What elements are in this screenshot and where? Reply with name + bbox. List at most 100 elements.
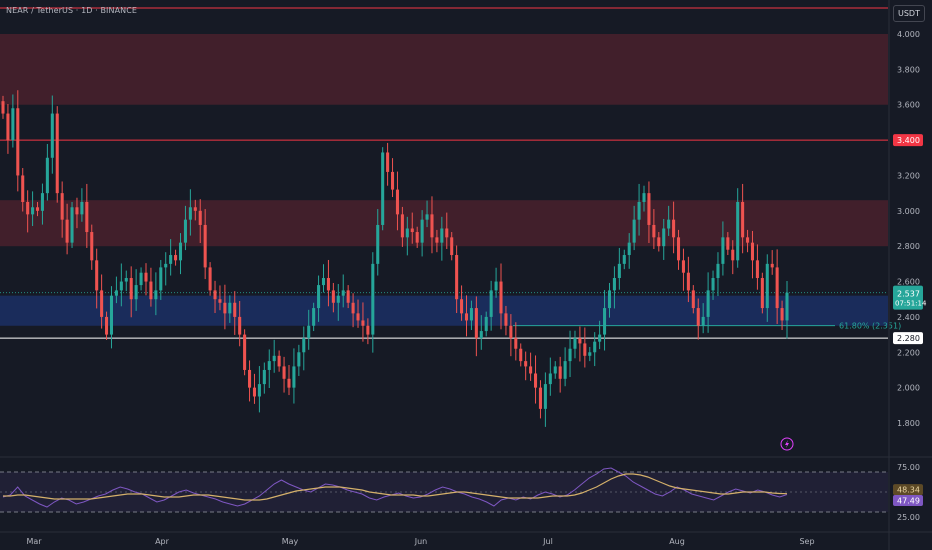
- candle-body: [598, 334, 602, 342]
- candle: [617, 247, 621, 290]
- rsi-ma-badge: 48.34: [893, 484, 923, 496]
- candle: [499, 263, 503, 330]
- candle: [667, 205, 671, 236]
- candle: [524, 351, 528, 381]
- candle-body: [233, 302, 237, 317]
- rsi-value-badge-text: 47.49: [897, 497, 920, 506]
- candle: [11, 94, 15, 148]
- candle-body: [400, 214, 404, 238]
- candle: [267, 349, 271, 388]
- candle: [326, 259, 330, 307]
- candle-body: [642, 193, 646, 202]
- candle-body: [90, 232, 94, 261]
- currency-button[interactable]: USDT: [893, 5, 925, 22]
- rsi-value-badge-bg: [893, 495, 923, 507]
- candle-body: [662, 228, 666, 247]
- candle: [425, 200, 429, 228]
- candle: [775, 249, 779, 324]
- price-tick-label: 2.600: [897, 278, 920, 287]
- candle-body: [696, 308, 700, 326]
- candle: [198, 199, 202, 243]
- candle: [188, 189, 192, 236]
- candle-body: [80, 201, 84, 215]
- candle: [716, 252, 720, 297]
- candle: [780, 300, 784, 330]
- demand-zone: [0, 295, 888, 326]
- candle: [100, 274, 104, 329]
- candle: [711, 270, 715, 300]
- candle-body: [174, 255, 178, 261]
- candle: [578, 326, 582, 362]
- candle-body: [272, 355, 276, 362]
- candle-body: [331, 290, 335, 303]
- candle: [297, 344, 301, 376]
- support-price-badge-bg: [893, 332, 923, 345]
- candle: [331, 282, 335, 313]
- candle: [593, 332, 597, 367]
- candle: [321, 264, 326, 293]
- candle-body: [464, 313, 469, 321]
- candle-body: [489, 290, 493, 317]
- candle: [248, 360, 252, 402]
- time-tick-label: Mar: [26, 537, 42, 546]
- candle-body: [410, 228, 414, 233]
- candle-body: [484, 316, 488, 332]
- last-price-badge-text: 2.537: [897, 290, 920, 299]
- resistance-price-badge-bg: [893, 134, 923, 147]
- price-tick-label: 2.800: [897, 242, 920, 251]
- candle: [622, 249, 626, 270]
- candle: [464, 295, 469, 337]
- candle-body: [218, 299, 222, 303]
- candle: [598, 320, 602, 350]
- candle: [366, 318, 370, 345]
- candle: [489, 280, 493, 331]
- lightning-icon[interactable]: [780, 437, 794, 451]
- candle-body: [726, 237, 730, 250]
- candle: [1, 95, 5, 119]
- candle: [691, 285, 695, 314]
- candle: [90, 224, 94, 270]
- candle-body: [277, 355, 281, 367]
- candle-body: [731, 249, 735, 261]
- candle-body: [307, 325, 311, 339]
- candle: [233, 291, 237, 335]
- candle: [509, 314, 513, 357]
- candle-body: [617, 263, 621, 279]
- candle-body: [366, 325, 370, 335]
- candle: [129, 266, 133, 318]
- candle-body: [583, 343, 587, 356]
- candle-body: [292, 366, 296, 388]
- candle-body: [672, 219, 676, 238]
- candle: [573, 330, 577, 359]
- candle-body: [657, 237, 661, 247]
- candle: [307, 309, 311, 350]
- candle-body: [213, 290, 217, 300]
- candle-body: [558, 366, 562, 379]
- candle-body: [563, 361, 567, 379]
- candle: [282, 356, 286, 393]
- candle-body: [676, 237, 681, 261]
- candle-body: [70, 207, 74, 243]
- candle: [440, 216, 444, 261]
- candle-body: [376, 224, 380, 264]
- candle: [262, 362, 266, 394]
- price-tick-label: 3.800: [897, 65, 920, 74]
- candle-body: [460, 299, 464, 314]
- candle: [40, 183, 44, 225]
- candle-body: [395, 189, 399, 215]
- candle-body: [391, 171, 395, 190]
- candle-body: [578, 338, 582, 344]
- candle: [6, 104, 10, 154]
- candle-body: [178, 242, 183, 261]
- candle: [760, 272, 764, 314]
- candle-body: [124, 278, 128, 282]
- candle: [460, 285, 464, 321]
- resistance-price-badge-text: 3.400: [897, 136, 920, 145]
- candle-body: [627, 242, 631, 256]
- rsi-tick-label: 25.00: [897, 513, 920, 522]
- candle-body: [681, 260, 685, 273]
- fib-label: 61.80% (2.351): [839, 322, 901, 331]
- candle: [218, 285, 222, 311]
- candle: [652, 209, 656, 250]
